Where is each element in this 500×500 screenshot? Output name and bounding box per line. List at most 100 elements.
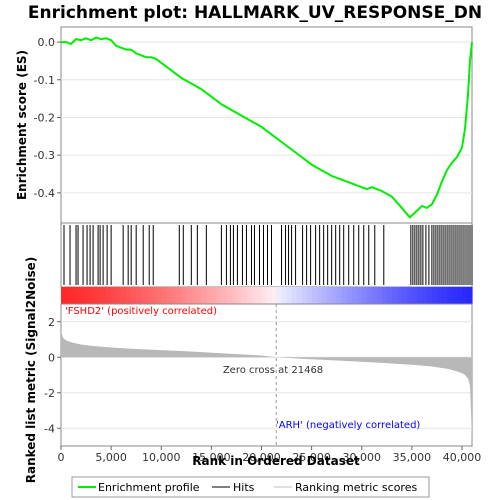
hits-panel-frame: [60, 222, 473, 288]
color-bar-segment: [96, 287, 102, 304]
color-bar-segment: [231, 287, 238, 304]
legend-label-enrichment-profile: Enrichment profile: [98, 481, 200, 494]
color-bar-segment: [136, 287, 142, 304]
legend-box: [71, 476, 430, 498]
color-bar-segment: [116, 287, 122, 304]
color-bar-segment: [216, 287, 222, 304]
color-bar-segment: [276, 287, 283, 304]
color-bar-segment: [371, 287, 378, 304]
color-bar-segment: [191, 287, 197, 304]
metric-y-tick-label: -2: [44, 387, 55, 400]
hits-marks: [63, 225, 473, 285]
metric-y-ticks: 2 0 -2 -4: [44, 316, 61, 435]
x-tick-label: 10,000: [142, 451, 181, 464]
color-bar-segment: [161, 287, 167, 304]
color-bar-segment: [416, 287, 423, 304]
es-panel-frame: [60, 26, 473, 224]
color-bar-segment: [126, 287, 132, 304]
color-bar-segment: [86, 287, 92, 304]
color-bar-segment: [271, 287, 278, 304]
color-bar-segment: [456, 287, 463, 304]
metric-y-tick-label: 2: [48, 316, 55, 329]
negative-correlation-label: 'ARH' (negatively correlated): [276, 420, 420, 431]
color-bar-segment: [406, 287, 413, 304]
color-bar-segment: [91, 287, 97, 304]
color-bar-segment: [356, 287, 363, 304]
es-y-tick-label: -0.2: [34, 111, 55, 124]
x-tick-label: 40,000: [443, 451, 482, 464]
enrichment-profile-line: [61, 36, 473, 219]
color-bar-segment: [396, 287, 403, 304]
color-bar-segment: [261, 287, 268, 304]
color-bar-segment: [431, 287, 438, 304]
color-bar-segment: [446, 287, 453, 304]
color-bar-segment: [376, 287, 383, 304]
color-bar-segment: [206, 287, 212, 304]
es-y-ticks: 0.0 -0.1 -0.2 -0.3 -0.4: [34, 36, 61, 200]
es-y-tick-label: 0.0: [38, 36, 56, 49]
color-bar-segment: [176, 287, 182, 304]
color-bar-segment: [421, 287, 428, 304]
color-bar-segment: [346, 287, 353, 304]
color-bar-segment: [121, 287, 127, 304]
color-bar-segment: [381, 287, 388, 304]
es-y-tick-label: -0.4: [34, 187, 55, 200]
color-bar-segment: [361, 287, 368, 304]
ranked-color-bar: [61, 287, 473, 304]
color-bar-segment: [171, 287, 177, 304]
color-bar-segment: [141, 287, 147, 304]
color-bar-segment: [131, 287, 137, 304]
color-bar-segment: [461, 287, 468, 304]
color-bar-segment: [156, 287, 162, 304]
es-gridlines: [61, 41, 472, 194]
metric-panel-frame: [60, 303, 473, 447]
x-tick-label: 20,000: [242, 451, 281, 464]
es-y-tick-label: -0.1: [34, 74, 55, 87]
color-bar-segment: [286, 287, 293, 304]
color-bar-segment: [236, 287, 243, 304]
color-bar-segment: [401, 287, 408, 304]
color-bar-segment: [241, 287, 248, 304]
metric-y-tick-label: 0: [48, 351, 55, 364]
color-bar-segment: [321, 287, 328, 304]
color-bar-segment: [181, 287, 187, 304]
color-bar-segment: [331, 287, 338, 304]
es-panel: 0.0 -0.1 -0.2 -0.3 -0.4 Enrichment score (ES…: [15, 26, 473, 224]
x-axis-label: Rank in Ordered Dataset: [192, 454, 360, 468]
color-bar-segment: [81, 287, 87, 304]
color-bar-segment: [336, 287, 343, 304]
color-bar-segment: [426, 287, 433, 304]
color-bar-segment: [106, 287, 112, 304]
color-bar-segment: [66, 287, 72, 304]
metric-y-tick-label: -4: [44, 422, 55, 435]
color-bar-segment: [326, 287, 333, 304]
color-bar-segment: [436, 287, 443, 304]
color-bar-segment: [151, 287, 157, 304]
x-tick-label: 30,000: [342, 451, 381, 464]
x-tick-label: 25,000: [292, 451, 331, 464]
color-bar-segment: [301, 287, 308, 304]
color-bar-segment: [186, 287, 192, 304]
color-bar-segment: [411, 287, 418, 304]
color-bar-segment: [386, 287, 393, 304]
positive-correlation-label: 'FSHD2' (positively correlated): [65, 306, 217, 317]
legend: Enrichment profile Hits Ranking metric s…: [71, 476, 430, 498]
metric-panel: 2 0 -2 -4 Zero cross at 21468 'FSHD2' (posi…: [24, 257, 473, 483]
color-bar-segment: [366, 287, 373, 304]
color-bar-segment: [76, 287, 82, 304]
x-tick-label: 35,000: [393, 451, 432, 464]
color-bar-segment: [466, 287, 473, 304]
color-bar-segment: [291, 287, 298, 304]
hits-panel: [60, 222, 473, 288]
color-bar-segment: [196, 287, 202, 304]
color-bar-segment: [166, 287, 172, 304]
x-tick-label: 15,000: [192, 451, 231, 464]
color-bar-segment: [281, 287, 288, 304]
x-tick-label: 5,000: [95, 451, 127, 464]
color-bar-segment: [146, 287, 152, 304]
color-bar-segment: [256, 287, 263, 304]
color-bar-segment: [311, 287, 318, 304]
color-bar-segment: [226, 287, 233, 304]
color-bar-segment: [251, 287, 258, 304]
